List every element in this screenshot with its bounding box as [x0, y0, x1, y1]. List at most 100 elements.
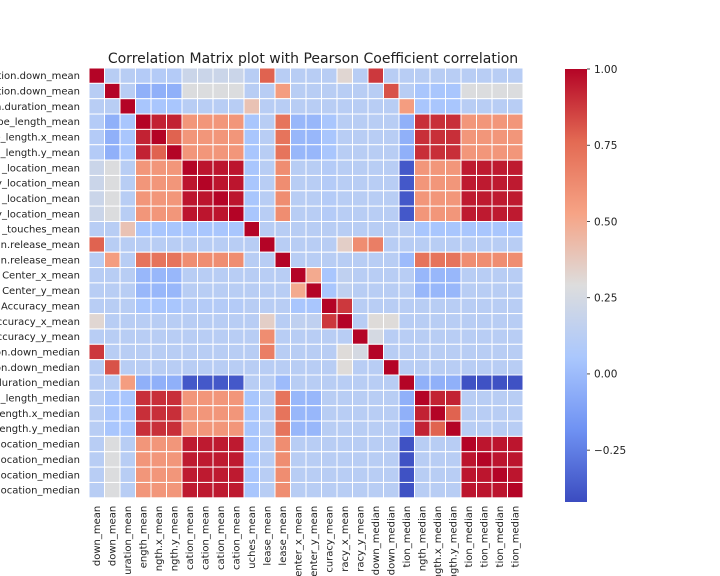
heatmap-cell [243, 190, 260, 207]
heatmap-cell [398, 251, 415, 269]
heatmap-cell [150, 466, 167, 483]
heatmap-cell [290, 98, 307, 115]
heatmap-cell [398, 67, 415, 84]
heatmap-cell [445, 466, 462, 483]
heatmap-cell [181, 251, 198, 269]
heatmap-cell [383, 420, 400, 437]
heatmap-cell [228, 297, 245, 315]
heatmap-cell [197, 374, 214, 391]
heatmap-cell [367, 359, 384, 376]
heatmap-cell [305, 420, 322, 437]
heatmap-cell [491, 297, 508, 315]
heatmap-cell [228, 359, 245, 376]
heatmap-cell [445, 113, 462, 130]
heatmap-cell [243, 420, 260, 437]
heatmap-cell [367, 297, 384, 315]
heatmap-cell [259, 236, 276, 253]
heatmap-cell [181, 313, 198, 330]
heatmap-cell [119, 251, 136, 269]
heatmap-cell [166, 159, 183, 176]
heatmap-cell [398, 159, 415, 176]
heatmap-cell [274, 466, 291, 483]
heatmap-cell [398, 343, 415, 361]
heatmap-cell [414, 466, 431, 483]
heatmap-cell [181, 82, 198, 100]
heatmap-cell [212, 466, 229, 483]
heatmap-cell [88, 159, 105, 176]
heatmap-cell [212, 481, 229, 499]
heatmap-cell [398, 128, 415, 146]
heatmap-cell [445, 221, 462, 238]
heatmap-cell [197, 420, 214, 437]
heatmap-cell [491, 267, 508, 284]
heatmap-cell [507, 435, 524, 453]
heatmap-cell [476, 205, 493, 222]
heatmap-cell [383, 405, 400, 422]
heatmap-cell [228, 481, 245, 499]
heatmap-cell [166, 282, 183, 299]
column-label: enter_x_mean [294, 506, 305, 576]
heatmap-cell [104, 282, 121, 299]
heatmap-cell [352, 328, 369, 345]
heatmap-cell [212, 98, 229, 115]
heatmap-cell [290, 466, 307, 483]
heatmap-cell [228, 113, 245, 130]
heatmap-cell [119, 420, 136, 437]
heatmap-cell [305, 297, 322, 315]
heatmap-cell [352, 282, 369, 299]
heatmap-cell [460, 205, 477, 222]
heatmap-cell [88, 328, 105, 345]
heatmap-cell [321, 297, 338, 315]
heatmap-cell [460, 113, 477, 130]
heatmap-cell [259, 359, 276, 376]
heatmap-cell [367, 435, 384, 453]
heatmap-cell [290, 420, 307, 437]
heatmap-cell [429, 144, 446, 161]
heatmap-cell [119, 236, 136, 253]
heatmap-cell [197, 113, 214, 130]
heatmap-cells [88, 67, 524, 499]
row-label: Center_y_mean [2, 286, 80, 297]
heatmap-cell [104, 236, 121, 253]
heatmap-cell [460, 420, 477, 437]
heatmap-cell [104, 205, 121, 222]
column-label: tion_median [511, 506, 522, 568]
heatmap-cell [507, 174, 524, 192]
heatmap-cell [88, 481, 105, 499]
heatmap-cell [336, 82, 353, 100]
heatmap-cell [166, 313, 183, 330]
column-label: tion_median [495, 506, 506, 568]
heatmap-cell [228, 405, 245, 422]
heatmap-cell [119, 159, 136, 176]
heatmap-cell [460, 466, 477, 483]
heatmap-cell [476, 221, 493, 238]
heatmap-cell [212, 420, 229, 437]
heatmap-cell [383, 98, 400, 115]
heatmap-cell [429, 190, 446, 207]
heatmap-cell [166, 174, 183, 192]
heatmap-cell [88, 359, 105, 376]
heatmap-cell [197, 405, 214, 422]
heatmap-cell [274, 405, 291, 422]
heatmap-cell [197, 328, 214, 345]
heatmap-cell [445, 98, 462, 115]
heatmap-cell [398, 267, 415, 284]
heatmap-cell [166, 343, 183, 361]
row-label: _touches_mean [1, 225, 80, 236]
heatmap-cell [414, 82, 431, 100]
column-label: ngth.y_median [449, 506, 460, 576]
heatmap-cell [212, 359, 229, 376]
colorbar-tick-label: 0.75 [594, 140, 617, 152]
heatmap-cell [414, 282, 431, 299]
heatmap-cell [491, 328, 508, 345]
heatmap-cell [259, 98, 276, 115]
heatmap-cell [104, 374, 121, 391]
heatmap-cell [88, 282, 105, 299]
heatmap-cell [491, 405, 508, 422]
heatmap-cell [429, 297, 446, 315]
heatmap-cell [166, 374, 183, 391]
heatmap-cell [212, 313, 229, 330]
heatmap-cell [352, 82, 369, 100]
heatmap-cell [135, 466, 152, 483]
heatmap-cell [135, 374, 152, 391]
